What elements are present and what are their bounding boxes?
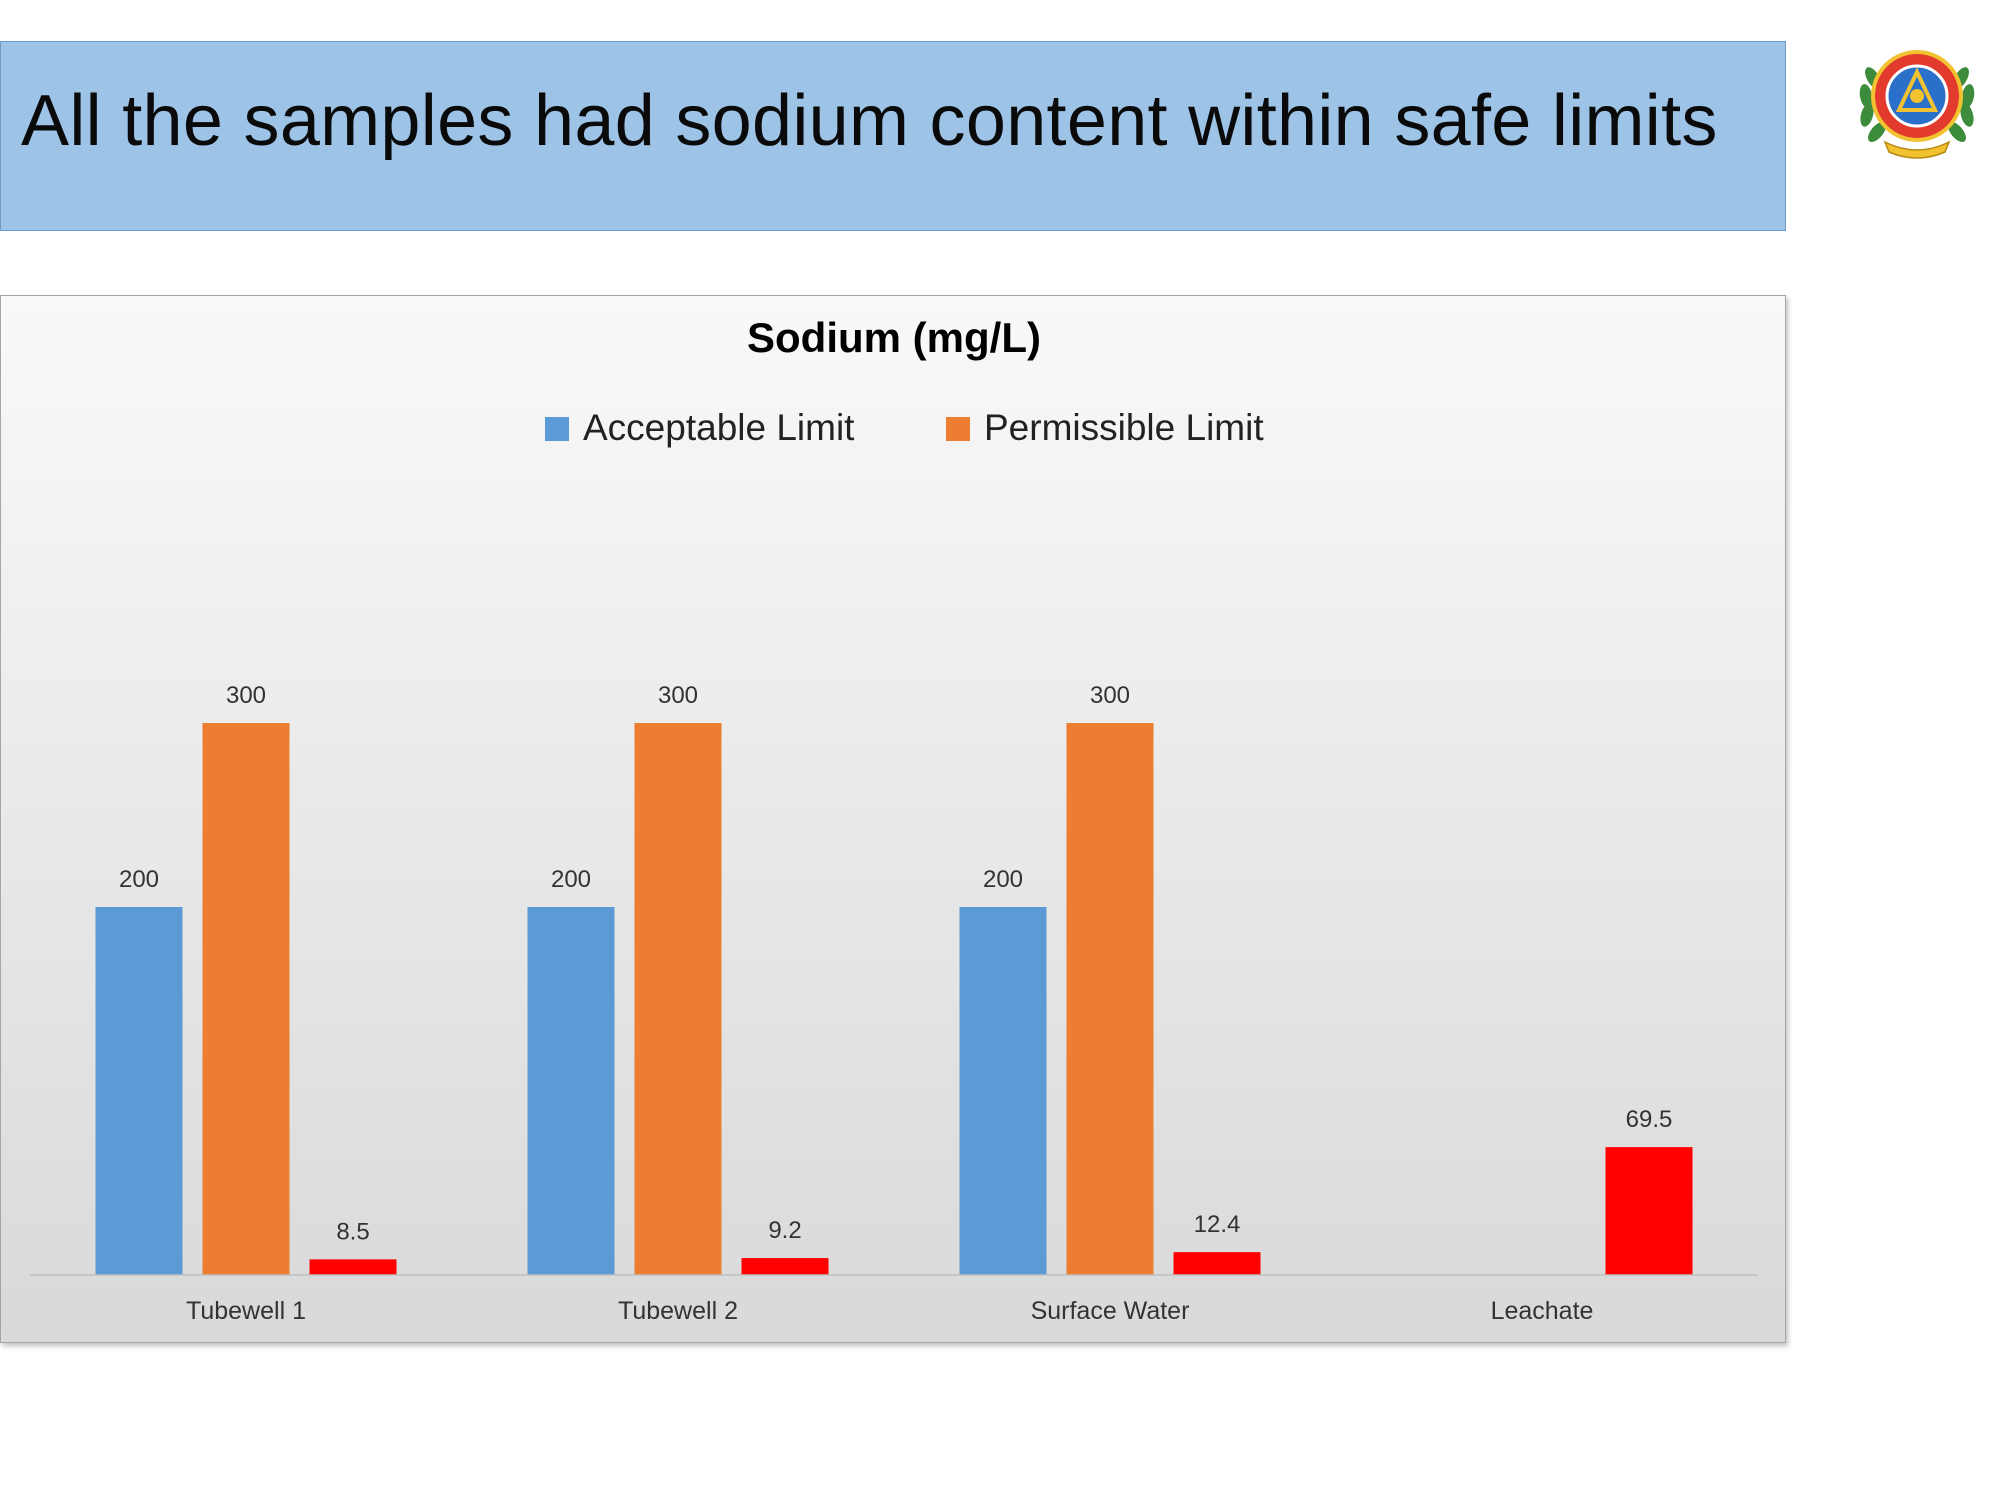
- x-tick-label: Surface Water: [1031, 1297, 1190, 1325]
- chart-legend: Acceptable Limit Permissible Limit: [545, 407, 1264, 448]
- bar-series3-tubewell-1: [309, 1259, 397, 1275]
- bar-series1-tubewell-1: [95, 907, 183, 1275]
- legend-label: Permissible Limit: [984, 407, 1264, 448]
- x-tick-label: Tubewell 1: [186, 1297, 306, 1325]
- data-label: 200: [983, 866, 1023, 893]
- x-tick-label: Leachate: [1491, 1297, 1594, 1325]
- chart-bars: 200 200 200 300 300 300 8.5 9.2 12.4 69.5: [95, 682, 1693, 1275]
- bar-series3-surface-water: [1173, 1252, 1261, 1275]
- institution-emblem-icon: [1859, 50, 1975, 159]
- bar-series1-surface-water: [959, 907, 1047, 1275]
- data-label: 8.5: [336, 1218, 369, 1245]
- legend-label: Acceptable Limit: [583, 407, 855, 448]
- chart-title: Sodium (mg/L): [747, 314, 1041, 361]
- bar-series2-tubewell-2: [634, 723, 722, 1275]
- title-banner: All the samples had sodium content withi…: [0, 41, 1786, 231]
- bar-series1-tubewell-2: [527, 907, 615, 1275]
- data-label: 300: [1090, 682, 1130, 709]
- data-label: 9.2: [768, 1217, 801, 1244]
- bar-series3-leachate: [1605, 1147, 1693, 1275]
- slide-title: All the samples had sodium content withi…: [21, 81, 1718, 161]
- x-axis-labels: Tubewell 1 Tubewell 2 Surface Water Leachat…: [186, 1297, 1593, 1325]
- data-label: 12.4: [1194, 1211, 1241, 1238]
- data-label: 200: [119, 866, 159, 893]
- legend-swatch: [946, 417, 970, 441]
- x-tick-label: Tubewell 2: [618, 1297, 738, 1325]
- data-label: 69.5: [1626, 1106, 1673, 1133]
- data-label: 300: [658, 682, 698, 709]
- bar-series2-surface-water: [1066, 723, 1154, 1275]
- bar-series2-tubewell-1: [202, 723, 290, 1275]
- data-label: 200: [551, 866, 591, 893]
- data-label: 300: [226, 682, 266, 709]
- bar-series3-tubewell-2: [741, 1258, 829, 1275]
- legend-swatch: [545, 417, 569, 441]
- chart-container: Sodium (mg/L) Acceptable Limit Permissibl…: [0, 295, 1786, 1343]
- sodium-bar-chart: Sodium (mg/L) Acceptable Limit Permissibl…: [30, 314, 1758, 1325]
